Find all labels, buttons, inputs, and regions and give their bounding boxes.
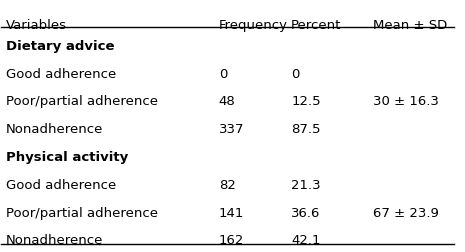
Text: Frequency: Frequency: [219, 19, 288, 32]
Text: 42.1: 42.1: [291, 234, 321, 247]
Text: 67 ± 23.9: 67 ± 23.9: [373, 207, 438, 219]
Text: Physical activity: Physical activity: [6, 151, 128, 164]
Text: 30 ± 16.3: 30 ± 16.3: [373, 96, 438, 108]
Text: 0: 0: [219, 68, 227, 81]
Text: Variables: Variables: [6, 19, 67, 32]
Text: Mean ± SD: Mean ± SD: [373, 19, 447, 32]
Text: Percent: Percent: [291, 19, 342, 32]
Text: 21.3: 21.3: [291, 179, 321, 192]
Text: 141: 141: [219, 207, 244, 219]
Text: 12.5: 12.5: [291, 96, 321, 108]
Text: 162: 162: [219, 234, 244, 247]
Text: Good adherence: Good adherence: [6, 179, 116, 192]
Text: Dietary advice: Dietary advice: [6, 40, 114, 53]
Text: 337: 337: [219, 123, 244, 136]
Text: Poor/partial adherence: Poor/partial adherence: [6, 207, 158, 219]
Text: 48: 48: [219, 96, 235, 108]
Text: 36.6: 36.6: [291, 207, 320, 219]
Text: 0: 0: [291, 68, 299, 81]
Text: Poor/partial adherence: Poor/partial adherence: [6, 96, 158, 108]
Text: Good adherence: Good adherence: [6, 68, 116, 81]
Text: 82: 82: [219, 179, 236, 192]
Text: Nonadherence: Nonadherence: [6, 234, 103, 247]
Text: Nonadherence: Nonadherence: [6, 123, 103, 136]
Text: 87.5: 87.5: [291, 123, 321, 136]
